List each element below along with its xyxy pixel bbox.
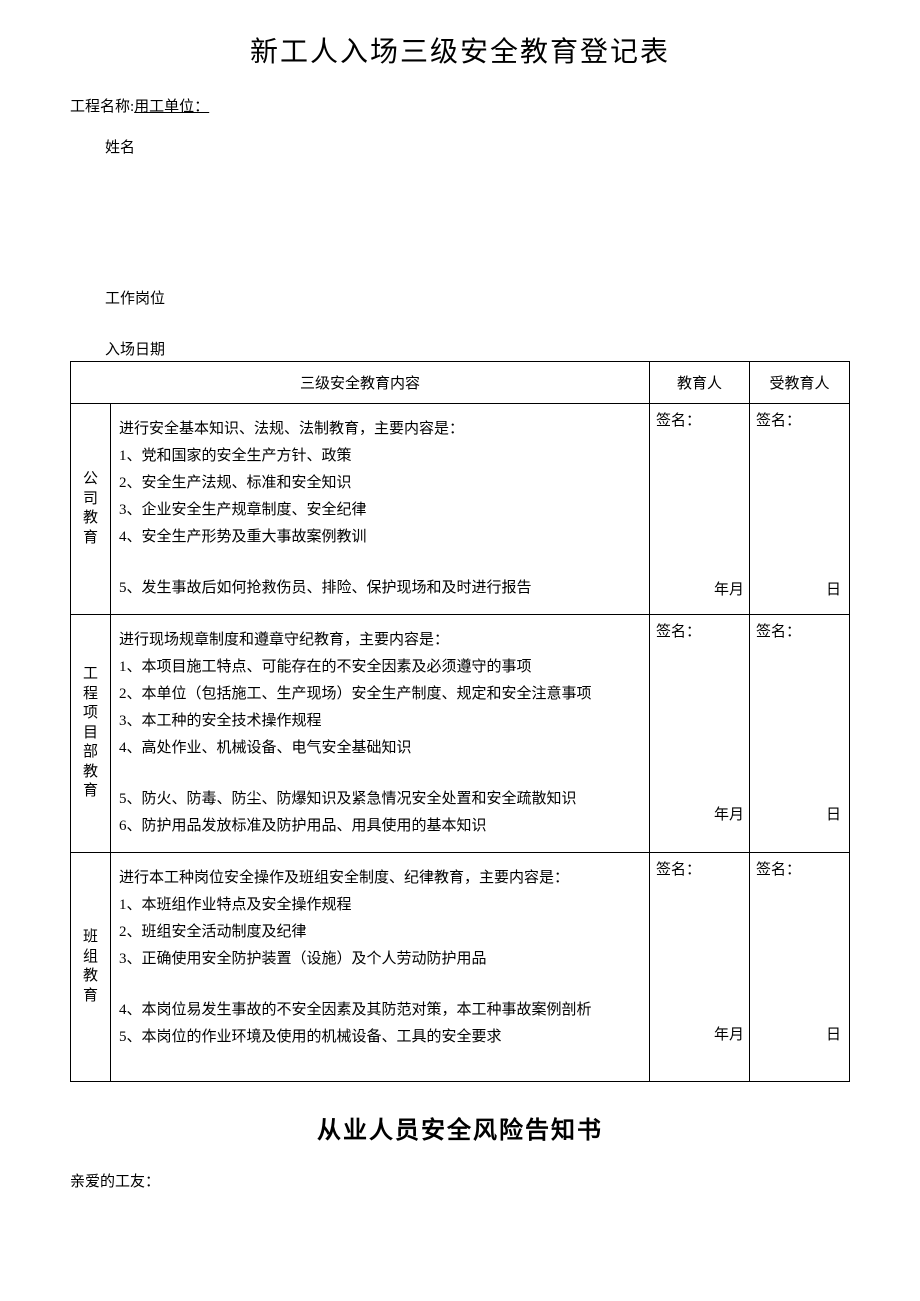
education-table: 三级安全教育内容 教育人 受教育人 公司教育 进行安全基本知识、法规、法制教育，… (70, 361, 850, 1082)
table-row: 5、防火、防毒、防尘、防爆知识及紧急情况安全处置和安全疏散知识 6、防护用品发放… (71, 774, 850, 853)
row2-trainee-sign: 签名： (750, 615, 850, 775)
row3-trainee-sign: 签名： (750, 853, 850, 986)
field-position-label: 工作岗位 (105, 287, 850, 308)
row3-content-bottom: 4、本岗位易发生事故的不安全因素及其防范对策，本工种事故案例剖析 5、本岗位的作… (111, 985, 650, 1082)
row2-content-top: 进行现场规章制度和遵章守纪教育，主要内容是： 1、本项目施工特点、可能存在的不安… (111, 615, 650, 775)
table-row: 公司教育 进行安全基本知识、法规、法制教育，主要内容是： 1、党和国家的安全生产… (71, 404, 850, 564)
row1-content-bottom: 5、发生事故后如何抢救伤员、排险、保护现场和及时进行报告 (111, 563, 650, 615)
row3-date-ym: 年月 (650, 985, 750, 1082)
row2-date-d: 日 (750, 774, 850, 853)
document-title: 新工人入场三级安全教育登记表 (70, 30, 850, 70)
table-row: 班组教育 进行本工种岗位安全操作及班组安全制度、纪律教育，主要内容是： 1、本班… (71, 853, 850, 986)
project-line: 工程名称:用工单位： (70, 95, 850, 116)
table-row: 4、本岗位易发生事故的不安全因素及其防范对策，本工种事故案例剖析 5、本岗位的作… (71, 985, 850, 1082)
header-educator: 教育人 (650, 362, 750, 404)
row2-educator-sign: 签名： (650, 615, 750, 775)
row3-educator-sign: 签名： (650, 853, 750, 986)
row1-label: 公司教育 (71, 404, 111, 615)
field-date-label: 入场日期 (105, 338, 850, 359)
row3-date-d: 日 (750, 985, 850, 1082)
employer-label: 用工单位： (134, 99, 209, 115)
row2-label: 工程项目部教育 (71, 615, 111, 853)
table-header-row: 三级安全教育内容 教育人 受教育人 (71, 362, 850, 404)
table-row: 工程项目部教育 进行现场规章制度和遵章守纪教育，主要内容是： 1、本项目施工特点… (71, 615, 850, 775)
field-name-label: 姓名 (105, 136, 850, 157)
row1-content-top: 进行安全基本知识、法规、法制教育，主要内容是： 1、党和国家的安全生产方针、政策… (111, 404, 650, 564)
header-content: 三级安全教育内容 (71, 362, 650, 404)
header-trainee: 受教育人 (750, 362, 850, 404)
row2-content-bottom: 5、防火、防毒、防尘、防爆知识及紧急情况安全处置和安全疏散知识 6、防护用品发放… (111, 774, 650, 853)
row1-date-ym: 年月 (650, 563, 750, 615)
row1-date-d: 日 (750, 563, 850, 615)
row1-trainee-sign: 签名： (750, 404, 850, 564)
row3-label: 班组教育 (71, 853, 111, 1082)
row1-educator-sign: 签名： (650, 404, 750, 564)
row3-content-top: 进行本工种岗位安全操作及班组安全制度、纪律教育，主要内容是： 1、本班组作业特点… (111, 853, 650, 986)
table-row: 5、发生事故后如何抢救伤员、排险、保护现场和及时进行报告 年月 日 (71, 563, 850, 615)
row2-date-ym: 年月 (650, 774, 750, 853)
fields-block: 姓名 工作岗位 入场日期 (70, 136, 850, 359)
document-subtitle: 从业人员安全风险告知书 (70, 1110, 850, 1145)
greeting-text: 亲爱的工友： (70, 1170, 850, 1191)
project-label: 工程名称: (70, 99, 134, 115)
